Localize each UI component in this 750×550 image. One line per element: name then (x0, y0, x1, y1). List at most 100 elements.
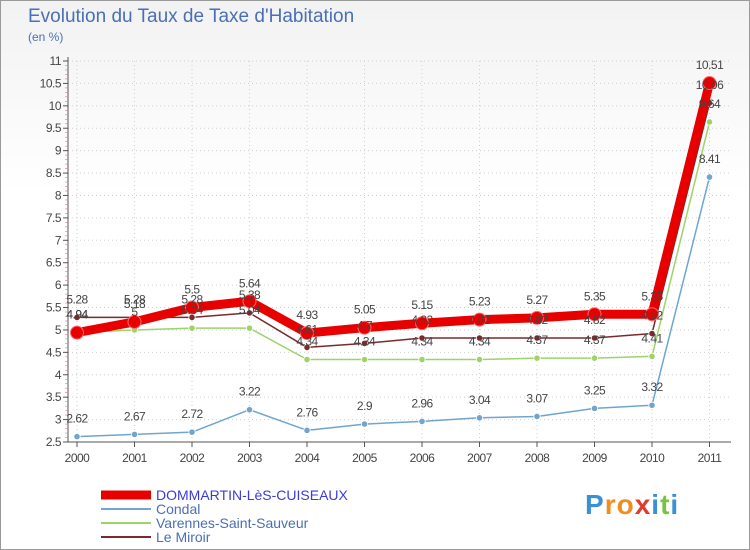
data-point (705, 118, 714, 126)
data-label: 4.34 (354, 335, 376, 349)
logo-letter: o (616, 489, 635, 520)
x-tick-label: 2003 (237, 451, 263, 465)
data-label: 4.37 (526, 333, 548, 347)
data-point (533, 412, 541, 421)
proxiti-logo: Proxiti (585, 489, 679, 521)
data-point (188, 428, 196, 436)
data-point (360, 420, 369, 428)
logo-letter: t (660, 489, 671, 520)
data-point (185, 300, 199, 315)
data-label: 10.51 (696, 58, 724, 72)
data-label: 5 (131, 305, 138, 319)
data-point (475, 414, 484, 422)
data-label: 5.04 (239, 303, 261, 317)
series-line (72, 78, 714, 338)
data-point (590, 354, 599, 362)
series-line (76, 176, 711, 438)
data-point (702, 75, 717, 90)
data-point (360, 339, 369, 347)
data-point (300, 326, 314, 341)
x-tick-label: 2010 (640, 451, 666, 465)
y-tick-label: 3.5 (46, 390, 62, 404)
data-label: 5.35 (584, 289, 606, 303)
legend-label: Le Miroir (156, 529, 211, 545)
data-point (130, 430, 139, 438)
data-point (418, 417, 426, 425)
data-point (475, 334, 484, 342)
data-label: 4.37 (584, 333, 606, 347)
data-label: 5.18 (124, 297, 146, 311)
data-point (533, 334, 541, 342)
data-label: 5.23 (469, 295, 491, 309)
data-label: 2.67 (124, 409, 146, 423)
data-label: 4.34 (411, 335, 433, 349)
y-tick-label: 6 (55, 278, 62, 292)
data-label: 2.9 (357, 399, 373, 413)
legend-label: Varennes-Saint-Sauveur (156, 515, 309, 531)
y-tick-label: 7 (55, 233, 62, 247)
data-point (645, 307, 659, 322)
logo-letter: r (604, 489, 617, 520)
y-tick-label: 6.5 (46, 256, 62, 270)
y-tick-label: 8 (55, 188, 62, 202)
data-point (188, 324, 196, 332)
data-point (587, 307, 602, 322)
x-tick-label: 2000 (65, 451, 91, 465)
data-label: 5.64 (239, 276, 261, 290)
data-point (418, 334, 426, 342)
data-point (303, 343, 311, 352)
series-line (76, 121, 711, 361)
data-point (245, 309, 254, 317)
data-point (648, 329, 656, 338)
y-tick-label: 4 (55, 368, 62, 382)
data-label: 4.61 (296, 322, 318, 336)
y-tick-label: 9.5 (46, 121, 62, 135)
data-point (648, 352, 656, 360)
x-tick-label: 2001 (122, 451, 148, 465)
y-tick-label: 2.5 (46, 435, 62, 449)
data-point (590, 334, 599, 342)
data-label: 4.94 (66, 308, 88, 322)
data-point (472, 312, 487, 327)
series-line (76, 102, 711, 349)
data-label: 4.34 (469, 335, 491, 349)
data-point (360, 355, 369, 364)
data-label: 4.93 (296, 308, 318, 322)
x-tick-label: 2009 (582, 451, 608, 465)
y-tick-label: 3 (55, 413, 62, 427)
y-tick-label: 10.5 (40, 76, 62, 90)
data-label: 4.82 (411, 313, 433, 327)
data-label: 4.7 (357, 318, 373, 332)
legend-label: Condal (156, 501, 200, 517)
y-tick-label: 8.5 (46, 166, 62, 180)
data-label: 4.41 (641, 331, 663, 345)
y-tick-label: 10 (49, 99, 62, 113)
data-label: 4.94 (66, 308, 88, 322)
data-point (245, 324, 254, 332)
data-label: 4.82 (584, 313, 606, 327)
y-tick-label: 9 (55, 144, 62, 158)
data-label: 5.15 (411, 298, 433, 312)
chart-unit-label: (en %) (28, 30, 64, 44)
logo-letter: x (634, 489, 652, 520)
data-label: 5.28 (181, 292, 203, 306)
x-tick-label: 2002 (180, 451, 206, 465)
data-label: 3.07 (526, 391, 548, 405)
data-point (530, 310, 544, 325)
data-label: 2.62 (66, 412, 88, 426)
y-tick-label: 7.5 (46, 211, 62, 225)
x-tick-label: 2006 (410, 451, 436, 465)
data-label: 5.35 (641, 289, 663, 303)
logo-letter: i (670, 489, 680, 520)
data-point (73, 313, 81, 321)
data-label: 4.82 (469, 313, 491, 327)
data-label: 3.32 (641, 380, 663, 394)
data-label: 4.34 (296, 335, 318, 349)
data-label: 10.06 (696, 78, 724, 92)
data-label: 5.5 (184, 283, 200, 297)
data-point (245, 406, 254, 414)
x-tick-label: 2005 (352, 451, 378, 465)
data-point (127, 314, 142, 329)
y-tick-label: 5.5 (46, 301, 62, 315)
data-point (357, 320, 372, 335)
